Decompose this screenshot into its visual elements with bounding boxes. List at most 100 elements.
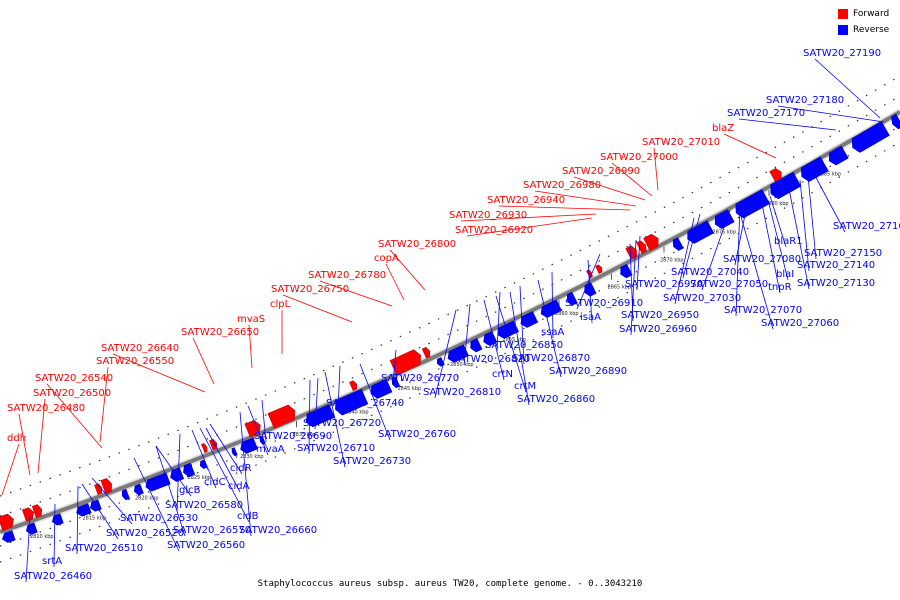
- reverse-gene-leader-24: [509, 291, 530, 406]
- forward-gene-leader-14: [460, 213, 597, 222]
- forward-gene-4-shape: [100, 478, 112, 494]
- reverse-gene-17-shape: [391, 376, 401, 389]
- reverse-gene-6-shape: [133, 483, 144, 496]
- tick-label: 2820 kbp: [135, 496, 159, 502]
- reverse-gene-label: SATW20_27190: [803, 48, 881, 59]
- legend-forward-label: Forward: [853, 9, 890, 19]
- reverse-gene-leader-38: [239, 411, 252, 537]
- forward-gene-label: SATW20_26990: [562, 166, 640, 177]
- reverse-gene-27-shape: [620, 263, 633, 279]
- reverse-gene-leader-49: [76, 485, 79, 555]
- forward-gene-leader-2: [37, 398, 46, 474]
- forward-gene-label: copA: [374, 253, 399, 264]
- forward-gene-leader-7: [248, 324, 253, 369]
- legend-reverse-swatch: [838, 25, 848, 35]
- reverse-gene-28-shape: [672, 237, 684, 251]
- reverse-gene-leader-8: [767, 199, 789, 281]
- reverse-gene-label: SATW20_27050: [690, 279, 768, 290]
- reverse-gene-label: SATW20_26570: [173, 525, 251, 536]
- reverse-gene-label: SATW20_27160: [833, 221, 900, 232]
- reverse-gene-36-shape: [891, 113, 900, 130]
- reverse-gene-leader-43: [176, 433, 181, 512]
- forward-gene-label: SATW20_26780: [308, 270, 386, 281]
- forward-gene-label: SATW20_27010: [642, 137, 720, 148]
- reverse-gene-0: [2, 530, 16, 543]
- forward-gene-9: [349, 380, 357, 391]
- reverse-gene-leader-0: [814, 58, 881, 119]
- reverse-gene-14: [305, 404, 335, 428]
- forward-gene-7: [244, 419, 261, 438]
- tick-label: 2860 kbp: [555, 311, 579, 317]
- gene-features: [0, 113, 900, 543]
- reverse-gene-label: cidB: [237, 511, 259, 522]
- forward-gene-12-shape: [586, 269, 593, 279]
- forward-gene-13-shape: [595, 264, 603, 274]
- reverse-gene-label: cidR: [230, 463, 252, 474]
- forward-gene-16-shape: [643, 233, 659, 252]
- reverse-gene-label: srtA: [42, 556, 62, 567]
- reverse-gene-leader-19: [576, 253, 601, 310]
- reverse-gene-label: SATW20_26870: [512, 353, 590, 364]
- reverse-gene-leader-22: [537, 279, 562, 378]
- reverse-gene-leader-31: [359, 363, 391, 441]
- reverse-gene-leader-12: [737, 205, 774, 330]
- forward-gene-label: SATW20_27000: [600, 152, 678, 163]
- reverse-gene-leader-40: [205, 427, 241, 493]
- reverse-gene-leader-36: [261, 399, 267, 443]
- reverse-gene-30-shape: [714, 209, 735, 229]
- reverse-gene-label: SATW20_26530: [120, 513, 198, 524]
- reverse-gene-36: [891, 113, 900, 130]
- reverse-gene-15: [335, 388, 369, 416]
- reverse-gene-leader-9: [761, 203, 781, 294]
- forward-gene-label: clpL: [270, 299, 291, 310]
- tick-label: 2870 kbp: [660, 258, 684, 264]
- reverse-gene-leader-16: [636, 235, 641, 291]
- reverse-gene-label: SATW20_26820: [452, 354, 530, 365]
- forward-gene-leader-3: [46, 383, 103, 449]
- reverse-gene-label: SATW20_26690: [254, 431, 332, 442]
- reverse-gene-label: SATW20_27130: [797, 278, 875, 289]
- forward-gene-label: SATW20_26930: [449, 210, 527, 221]
- reverse-gene-34: [828, 145, 849, 166]
- reverse-gene-leader-48: [81, 483, 119, 540]
- reverse-gene-leader-2: [738, 118, 837, 131]
- reverse-gene-label: SATW20_26560: [167, 540, 245, 551]
- reverse-gene-leader-35: [308, 379, 311, 455]
- reverse-gene-19: [447, 344, 469, 363]
- forward-gene-8: [267, 404, 296, 429]
- forward-gene-5: [201, 443, 208, 454]
- reverse-gene-label: SATW20_26860: [517, 394, 595, 405]
- forward-gene-2: [31, 504, 43, 519]
- reverse-gene-23-shape: [520, 311, 539, 328]
- tick-label: 2835 kbp: [293, 432, 317, 438]
- forward-gene-label: SATW20_26650: [181, 327, 259, 338]
- forward-gene-label: SATW20_26540: [35, 373, 113, 384]
- reverse-gene-leader-41: [191, 429, 217, 489]
- forward-gene-13: [595, 264, 603, 274]
- forward-gene-leader-6: [192, 337, 215, 385]
- forward-gene-leader-16: [534, 190, 637, 207]
- forward-gene-16: [643, 233, 659, 252]
- forward-gene-leader-19: [653, 147, 659, 191]
- forward-gene-7-shape: [244, 419, 261, 438]
- legend-forward: Forward: [838, 9, 889, 19]
- reverse-gene-19-shape: [447, 344, 469, 363]
- reverse-gene-leader-3: [811, 169, 846, 233]
- forward-gene-0-shape: [0, 513, 14, 531]
- forward-gene-leader-20: [723, 133, 777, 159]
- forward-gene-label: SATW20_26550: [96, 356, 174, 367]
- reverse-gene-leader-6: [787, 183, 810, 290]
- reverse-gene-leader-7: [769, 195, 787, 248]
- forward-gene-9-shape: [349, 380, 357, 391]
- forward-gene-label: blaZ: [712, 123, 734, 134]
- reverse-gene-leader-46: [133, 457, 180, 552]
- reverse-gene-label: SATW20_27070: [724, 305, 802, 316]
- reverse-gene-20: [470, 338, 483, 353]
- forward-gene-leader-0: [1, 443, 20, 496]
- forward-gene-leader-1: [18, 413, 31, 476]
- reverse-gene-25: [566, 291, 578, 306]
- tick-label: 2810 kbp: [30, 534, 54, 540]
- reverse-gene-label: cidA: [228, 481, 250, 492]
- reverse-gene-leader-23: [519, 285, 525, 365]
